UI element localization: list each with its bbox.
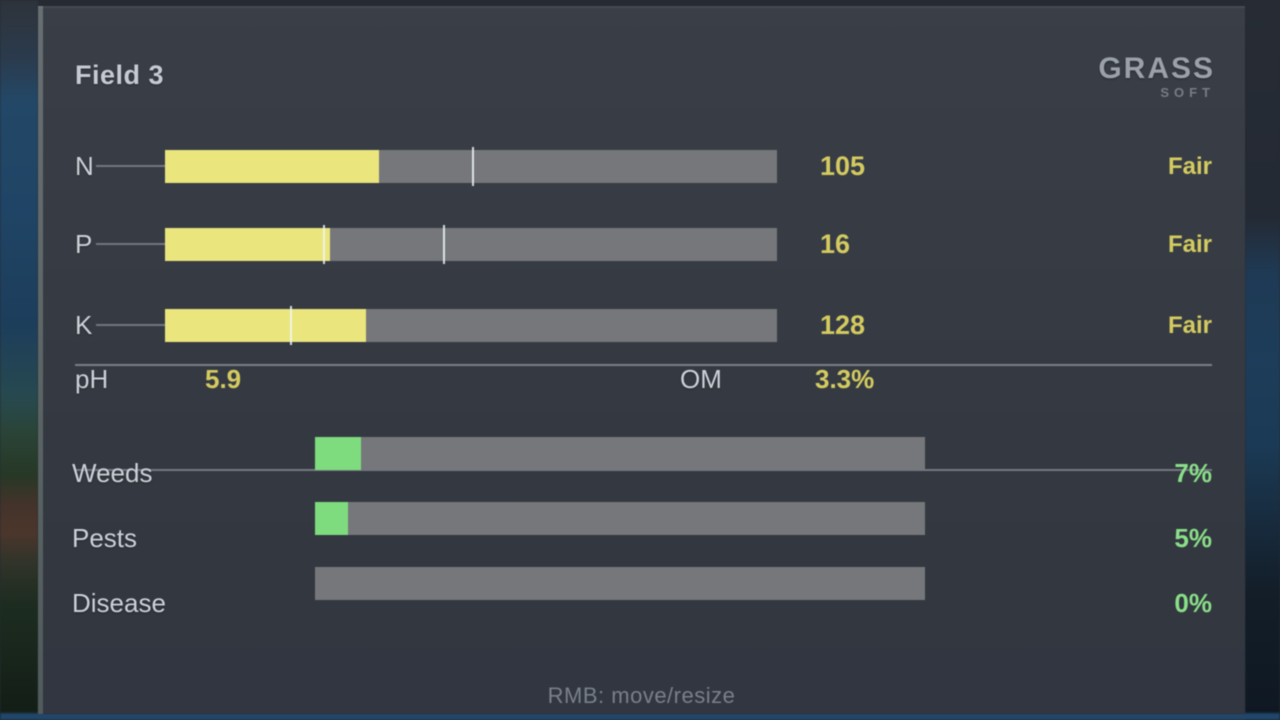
nutrient-status: Fair <box>1167 312 1212 339</box>
field-title: Field 3 <box>75 60 165 90</box>
health-bar-track <box>315 567 925 600</box>
nutrient-label: K <box>75 310 93 340</box>
rmb-move-resize-hint: RMB: move/resize <box>547 683 736 708</box>
health-row-disease: Disease 0% <box>38 567 1245 627</box>
health-value: 7% <box>1174 458 1212 488</box>
health-label: Disease <box>72 588 166 618</box>
health-label: Pests <box>72 523 138 553</box>
label-connector-line <box>96 165 165 167</box>
nutrient-label: P <box>75 229 93 259</box>
nutrient-status: Fair <box>1167 153 1212 180</box>
nutrient-value: 128 <box>820 310 866 340</box>
nutrient-value: 105 <box>820 151 866 181</box>
grass-logo-sub: SOFT <box>1160 85 1215 100</box>
grass-logo-main: GRASS <box>1098 52 1215 85</box>
threshold-tick <box>442 225 445 264</box>
row-separator-line <box>75 469 1212 471</box>
game-background-bottom <box>0 713 1280 720</box>
nutrient-status: Fair <box>1167 231 1212 258</box>
health-bar-track <box>315 437 925 470</box>
nutrient-value: 16 <box>820 229 851 259</box>
health-bar-track <box>315 502 925 535</box>
game-background-left <box>0 0 38 720</box>
threshold-tick <box>472 147 475 186</box>
health-row-pests: Pests 5% <box>38 502 1245 562</box>
nutrient-row-n: N 105 Fair <box>38 147 1245 186</box>
grass-logo: GRASS SOFT <box>1098 52 1215 100</box>
om-value: 3.3% <box>815 364 875 394</box>
field-info-panel[interactable]: Field 3 GRASS SOFT N 105 Fair P 16 Fair … <box>38 6 1245 714</box>
nutrient-bar-track <box>165 147 777 186</box>
game-background-right <box>1245 0 1280 720</box>
health-value: 5% <box>1174 523 1212 553</box>
label-connector-line <box>96 324 165 326</box>
nutrient-row-k: K 128 Fair <box>38 306 1245 345</box>
health-label: Weeds <box>72 458 153 488</box>
nutrient-row-p: P 16 Fair <box>38 225 1245 264</box>
ph-label: pH <box>75 364 109 394</box>
nutrient-bar-fill <box>165 309 366 342</box>
health-value: 0% <box>1174 588 1212 618</box>
nutrient-bar-fill <box>165 228 331 261</box>
soil-row: pH 5.9 OM 3.3% <box>38 364 1245 394</box>
nutrient-bar-fill <box>165 150 380 183</box>
health-bar-fill <box>315 502 348 535</box>
soil-separator-line <box>75 364 1212 366</box>
om-label: OM <box>680 364 722 394</box>
threshold-tick <box>322 225 325 264</box>
label-connector-line <box>96 243 165 245</box>
ph-value: 5.9 <box>205 364 242 394</box>
threshold-tick <box>289 306 292 345</box>
nutrient-bar-track <box>165 225 777 264</box>
nutrient-bar-track <box>165 306 777 345</box>
health-bar-fill <box>315 437 361 470</box>
nutrient-label: N <box>75 151 94 181</box>
health-row-weeds: Weeds 7% <box>38 437 1245 497</box>
